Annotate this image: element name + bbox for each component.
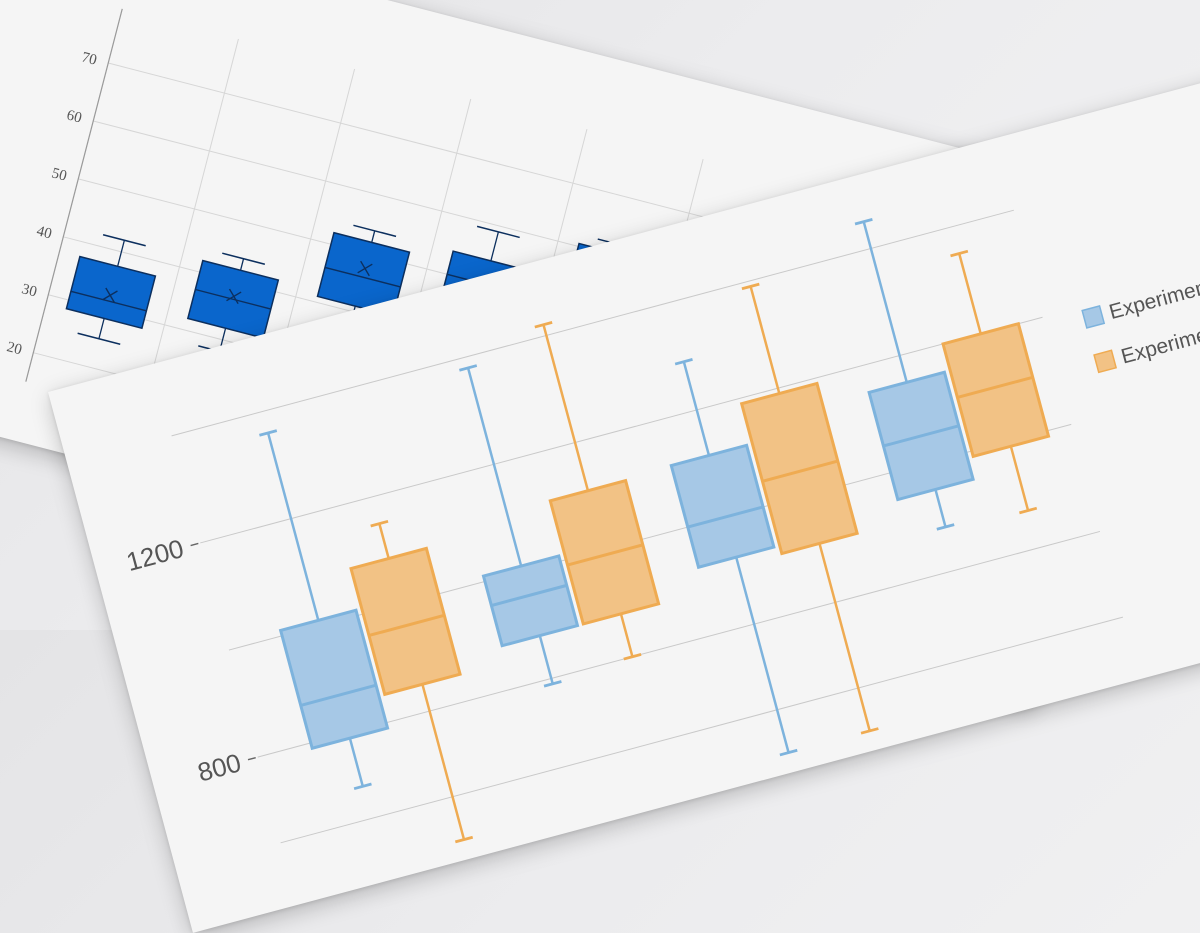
box-plot-item [941, 249, 1051, 515]
y-tick-label: 1200 [123, 533, 187, 577]
y-tick-label: 20 [5, 339, 24, 358]
box-body [739, 381, 859, 556]
median-line [195, 288, 272, 310]
whisker-cap-max [534, 321, 553, 329]
box-body [316, 231, 411, 317]
median-line [687, 505, 764, 529]
y-axis-line [25, 8, 123, 382]
mean-marker [226, 288, 242, 305]
mean-marker [102, 287, 118, 303]
y-tick-label: 800 [194, 747, 244, 787]
mean-marker [357, 260, 373, 277]
box-body [65, 255, 157, 330]
box-plot-item [854, 218, 975, 531]
box-plot-item [65, 234, 157, 345]
box-body [548, 478, 661, 626]
whisker-cap-max [854, 218, 873, 226]
legend-item: Experiment 1 [1081, 270, 1200, 329]
whisker-cap-min [936, 523, 955, 531]
median-line [762, 459, 839, 483]
whisker-cap-max [950, 249, 969, 258]
legend-label: Experiment 2 [1119, 314, 1200, 368]
median-line [490, 583, 568, 608]
box-plot-item [534, 321, 661, 661]
whisker-cap-max [102, 234, 146, 247]
whisker-cap-max [222, 252, 266, 265]
whisker-cap-max [476, 225, 520, 239]
y-tick-label: 30 [20, 281, 39, 300]
grid-line-vertical [141, 38, 239, 412]
median-line [883, 424, 960, 448]
legend-item: Experiment 2 [1093, 314, 1200, 374]
y-tick-mark [190, 542, 199, 547]
median-line [957, 375, 1034, 399]
whisker-cap-max [259, 429, 278, 437]
y-tick-label: 70 [80, 49, 99, 68]
whisker-cap-min [77, 332, 121, 345]
box-body [669, 443, 776, 570]
y-tick-label: 60 [65, 107, 84, 126]
legend: Experiment 1Experiment 2 [1081, 270, 1200, 374]
whisker-cap-max [674, 358, 693, 366]
whisker-cap-max [741, 282, 760, 291]
box-body [481, 554, 580, 648]
legend-swatch [1081, 304, 1106, 329]
whisker-cap-max [353, 224, 397, 238]
legend-swatch [1093, 349, 1118, 374]
grid-line-horizontal [200, 316, 1043, 544]
box-plot-item [739, 282, 879, 735]
median-line [70, 290, 147, 312]
y-tick-label: 40 [35, 223, 54, 242]
whisker-cap-max [370, 519, 389, 528]
median-line [567, 543, 644, 567]
median-line [324, 266, 401, 288]
y-tick-label: 50 [50, 165, 69, 184]
whisker-cap-min [1019, 506, 1038, 515]
legend-label: Experiment 1 [1107, 270, 1200, 324]
grid-line-horizontal [171, 209, 1014, 437]
y-tick-mark [247, 756, 256, 761]
box-body [941, 321, 1051, 459]
whisker-cap-max [459, 364, 478, 372]
